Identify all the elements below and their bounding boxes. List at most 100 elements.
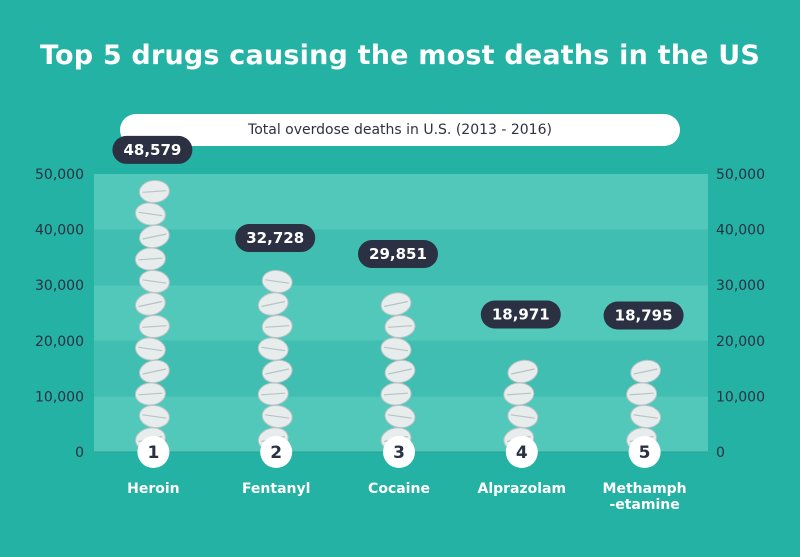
pill-score: [142, 233, 167, 240]
chart-title: Top 5 drugs causing the most deaths in t…: [39, 40, 761, 71]
y-tick-label-right: 10,000: [716, 389, 765, 405]
rank-badge: [383, 436, 415, 468]
pill-score: [387, 325, 413, 328]
pill-score: [265, 279, 290, 284]
value-label: 32,728: [246, 229, 304, 247]
chart-subtitle: Total overdose deaths in U.S. (2013 - 20…: [120, 114, 680, 146]
bar: [257, 269, 293, 451]
pill: [507, 404, 539, 429]
y-tick-label-right: 30,000: [716, 278, 765, 294]
y-tick-label-left: 30,000: [35, 278, 84, 294]
pill-score: [142, 279, 167, 284]
pill-score: [142, 190, 167, 193]
pill: [139, 224, 170, 249]
pill: [257, 382, 289, 406]
pill: [261, 359, 293, 384]
pill-score: [510, 414, 535, 419]
pill: [384, 404, 416, 429]
pill-score: [138, 392, 163, 396]
pill-score: [633, 368, 658, 375]
rank-badge: [505, 436, 538, 468]
pill-score: [261, 392, 286, 396]
pill: [630, 404, 662, 429]
pill: [626, 382, 658, 406]
pill: [138, 269, 170, 294]
y-tick-label-right: 0: [716, 445, 725, 461]
rank-badge: [137, 436, 170, 468]
y-tick-label-left: 20,000: [35, 334, 84, 350]
pill-score: [261, 346, 286, 352]
pill: [261, 314, 293, 339]
pill-score: [261, 300, 286, 308]
pill-score: [388, 414, 412, 419]
pill-score: [142, 368, 167, 375]
value-label: 48,579: [123, 141, 181, 159]
pill-score: [138, 211, 163, 217]
y-tick-label-left: 10,000: [35, 389, 84, 405]
value-label-bg: [480, 300, 561, 329]
pill: [257, 337, 289, 361]
pill: [135, 292, 166, 316]
pill: [384, 314, 416, 339]
y-tick-label-left: 40,000: [35, 223, 84, 239]
pill: [503, 382, 535, 406]
rank-badge: [260, 436, 293, 468]
pill: [384, 359, 416, 384]
pill-score: [138, 257, 163, 261]
pill: [380, 292, 412, 316]
pill: [507, 359, 539, 384]
rank-number: 5: [639, 443, 651, 463]
pill: [134, 337, 166, 361]
pill-score: [138, 300, 163, 308]
pill-score: [629, 392, 654, 396]
pill-score: [142, 414, 167, 419]
category-label: Fentanyl: [242, 481, 311, 497]
pill: [261, 269, 293, 294]
pill-score: [265, 325, 290, 328]
value-label-bg: [235, 224, 316, 253]
pill: [134, 247, 166, 271]
rank-number: 2: [270, 443, 282, 463]
category-label: Alprazolam: [477, 481, 566, 497]
pill-score: [506, 392, 531, 396]
y-tick-label-right: 40,000: [716, 223, 765, 239]
y-tick-label-left: 50,000: [35, 167, 84, 183]
value-label-bg: [603, 301, 684, 330]
rank-number: 1: [147, 443, 159, 463]
rank-number: 3: [393, 443, 405, 463]
pill-score: [384, 300, 408, 308]
pill: [138, 314, 170, 339]
category-label: Methamph -etamine: [603, 481, 687, 513]
pill-score: [265, 368, 290, 375]
pill-score: [383, 392, 409, 396]
y-tick-label-right: 20,000: [716, 334, 765, 350]
pill-score: [388, 368, 412, 375]
y-tick-label-left: 0: [75, 445, 84, 461]
pill: [257, 292, 289, 316]
rank-number: 4: [516, 443, 528, 463]
rank-badge: [628, 436, 661, 468]
pill: [380, 337, 412, 361]
category-label: Cocaine: [368, 481, 430, 497]
pill: [380, 382, 412, 406]
grid-band: [94, 174, 708, 230]
pill-score: [510, 368, 535, 375]
pill-score: [265, 414, 290, 419]
pill: [630, 359, 661, 384]
value-label-bg: [358, 240, 438, 269]
y-tick-label-right: 50,000: [716, 167, 765, 183]
pill-score: [142, 325, 167, 328]
pill: [134, 382, 166, 406]
pill: [138, 404, 170, 429]
pill: [138, 179, 170, 204]
pill: [261, 404, 293, 429]
value-label: 18,971: [492, 306, 550, 324]
pill: [134, 202, 166, 226]
category-label: Heroin: [127, 481, 180, 497]
value-label-bg: [112, 135, 193, 164]
pill-score: [633, 414, 658, 419]
value-label: 18,795: [615, 306, 673, 324]
pill: [139, 359, 170, 384]
pill-score: [384, 346, 408, 352]
